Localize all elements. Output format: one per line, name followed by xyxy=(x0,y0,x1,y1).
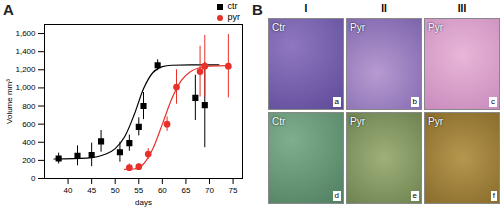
svg-text:60: 60 xyxy=(158,186,167,195)
svg-text:50: 50 xyxy=(111,186,120,195)
svg-text:75: 75 xyxy=(229,186,238,195)
html-text:B: B xyxy=(252,1,263,18)
html-text:Pyr: Pyr xyxy=(350,22,365,33)
svg-text:400: 400 xyxy=(22,138,36,147)
html-text:b: b xyxy=(412,97,417,106)
html-text:Ctr: Ctr xyxy=(272,22,286,33)
html-text:Ctr: Ctr xyxy=(272,116,286,127)
html-text:c: c xyxy=(491,97,495,106)
html-text:d: d xyxy=(334,191,339,200)
html-text:a: a xyxy=(334,97,339,106)
svg-text:70: 70 xyxy=(205,186,214,195)
html-text:e: e xyxy=(412,191,417,200)
html-text:Pyr: Pyr xyxy=(428,22,443,33)
svg-text:days: days xyxy=(135,198,152,207)
svg-text:1,000: 1,000 xyxy=(15,83,36,92)
html-text:ctr: ctr xyxy=(227,1,238,11)
svg-text:65: 65 xyxy=(181,186,190,195)
html-text:Pyr: Pyr xyxy=(350,116,365,127)
svg-text:1,200: 1,200 xyxy=(15,65,36,74)
html-text:I: I xyxy=(304,3,308,14)
svg-text:0: 0 xyxy=(31,174,36,183)
svg-text:Volume mm³: Volume mm³ xyxy=(5,79,14,124)
svg-text:600: 600 xyxy=(22,120,36,129)
svg-text:40: 40 xyxy=(64,186,73,195)
html-text:II: II xyxy=(381,3,387,14)
html-text:f: f xyxy=(492,191,495,200)
svg-text:1,600: 1,600 xyxy=(15,29,36,38)
html-text:Pyr: Pyr xyxy=(428,116,443,127)
html-text:III: III xyxy=(457,3,467,14)
html-text:pyr: pyr xyxy=(227,12,240,22)
svg-text:55: 55 xyxy=(134,186,143,195)
svg-text:45: 45 xyxy=(87,186,96,195)
svg-text:800: 800 xyxy=(22,102,36,111)
svg-text:1,400: 1,400 xyxy=(15,47,36,56)
html-text:A: A xyxy=(3,1,14,18)
svg-text:200: 200 xyxy=(22,156,36,165)
